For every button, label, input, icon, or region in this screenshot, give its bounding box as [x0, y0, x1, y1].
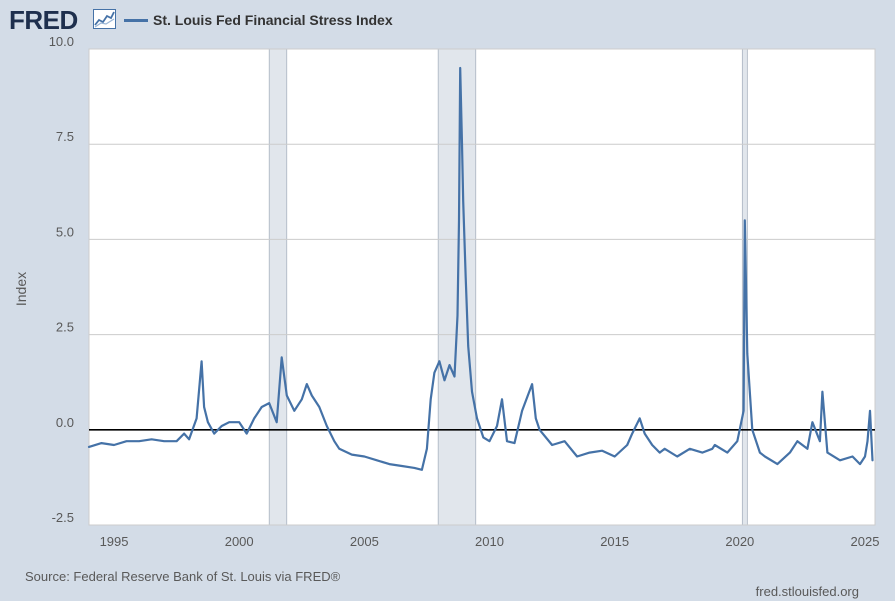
x-tick-label: 2000 [225, 534, 254, 549]
site-url-link[interactable]: fred.stlouisfed.org [755, 584, 859, 599]
x-tick-labels: 1995 2000 2005 2010 2015 2020 2025 [100, 534, 880, 549]
fred-logo[interactable]: FRED [9, 5, 78, 35]
x-tick-label: 2010 [475, 534, 504, 549]
x-tick-label: 2020 [725, 534, 754, 549]
source-note: Source: Federal Reserve Bank of St. Loui… [25, 569, 341, 584]
x-tick-label: 2015 [600, 534, 629, 549]
chart-header: FRED St. Louis Fed Financial Stress Inde… [0, 0, 895, 44]
fred-mini-chart-icon [93, 9, 116, 29]
x-tick-label: 2025 [851, 534, 880, 549]
y-tick-label: -2.5 [52, 510, 74, 525]
plot-border [88, 48, 876, 526]
y-tick-label: 5.0 [56, 224, 74, 239]
x-tick-label: 1995 [100, 534, 129, 549]
y-tick-labels: -2.5 0.0 2.5 5.0 7.5 10.0 [49, 34, 74, 525]
plot-background [89, 49, 875, 525]
y-tick-label: 7.5 [56, 129, 74, 144]
plot-area [89, 49, 875, 525]
y-tick-label: 2.5 [56, 320, 74, 335]
y-tick-label: 0.0 [56, 415, 74, 430]
series-line [87, 66, 874, 471]
y-axis-label: Index [13, 272, 29, 306]
y-tick-label: 10.0 [49, 34, 74, 49]
x-tick-label: 2005 [350, 534, 379, 549]
recession-band [268, 48, 288, 526]
legend-swatch [124, 19, 148, 22]
series-lines [87, 66, 874, 471]
legend-series-label: St. Louis Fed Financial Stress Index [153, 12, 393, 28]
